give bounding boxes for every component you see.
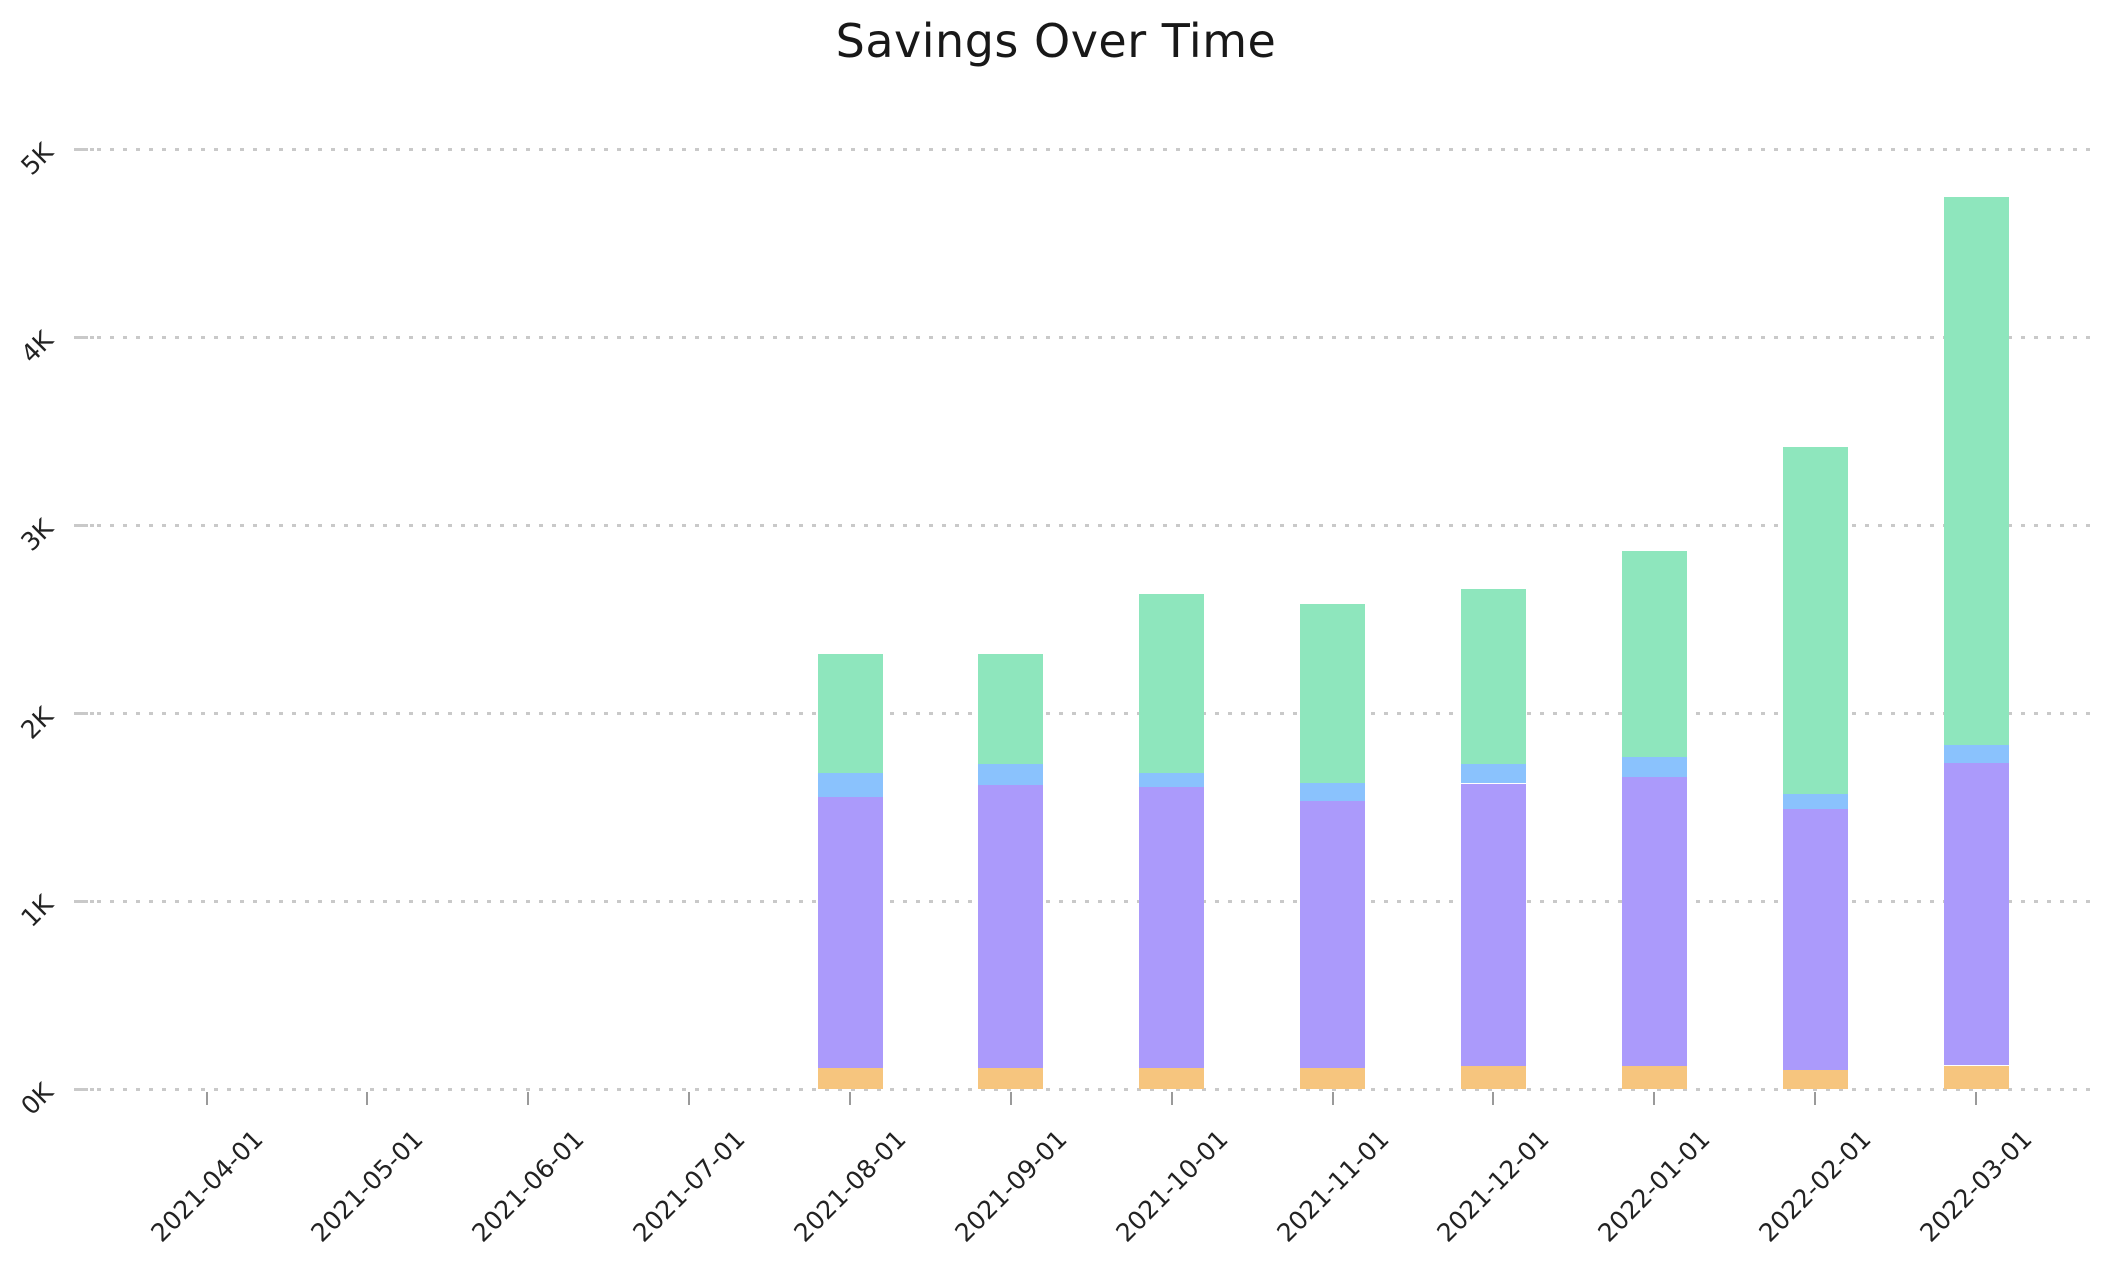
- x-tick-2022-02-01: [1814, 1092, 1817, 1105]
- x-tick-2021-12-01: [1492, 1092, 1495, 1105]
- x-tick-2021-08-01: [849, 1092, 852, 1105]
- x-tick-label: 2021-09-01: [949, 1124, 1073, 1248]
- bar-segment-blue-2022-02-01[interactable]: [1782, 793, 1848, 809]
- x-tick-2021-07-01: [688, 1092, 691, 1105]
- bar-segment-blue-2021-11-01[interactable]: [1300, 782, 1366, 802]
- bar-segment-purple-2021-11-01[interactable]: [1300, 801, 1366, 1069]
- x-tick-2021-06-01: [527, 1092, 530, 1105]
- x-tick-label: 2021-11-01: [1270, 1124, 1395, 1248]
- bar-segment-blue-2021-12-01[interactable]: [1460, 763, 1526, 784]
- bar-segment-green-2021-12-01[interactable]: [1460, 588, 1526, 764]
- bar-segment-green-2021-09-01[interactable]: [978, 653, 1044, 764]
- x-tick-2022-03-01: [1975, 1092, 1978, 1105]
- bar-segment-purple-2021-10-01[interactable]: [1139, 787, 1205, 1069]
- gridline-0K: [74, 1087, 2096, 1091]
- bar-segment-purple-2021-08-01[interactable]: [817, 796, 883, 1069]
- bar-segment-orange-2022-02-01[interactable]: [1782, 1070, 1848, 1089]
- x-tick-label: 2022-03-01: [1914, 1124, 2038, 1248]
- x-tick-2021-11-01: [1331, 1092, 1334, 1105]
- gridline-5K: [74, 147, 2096, 151]
- chart-title: Savings Over Time: [835, 14, 1277, 68]
- y-tick-label: 3K: [15, 513, 59, 557]
- bar-segment-green-2022-03-01[interactable]: [1943, 196, 2009, 745]
- x-tick-label: 2021-08-01: [788, 1124, 912, 1248]
- bar-segment-purple-2022-02-01[interactable]: [1782, 808, 1848, 1071]
- gridline-1K: [74, 899, 2096, 903]
- x-tick-label: 2021-06-01: [466, 1124, 590, 1248]
- bar-segment-purple-2022-01-01[interactable]: [1621, 776, 1687, 1067]
- bar-segment-orange-2022-03-01[interactable]: [1943, 1065, 2009, 1089]
- x-tick-2021-05-01: [366, 1092, 369, 1105]
- x-tick-label: 2021-04-01: [144, 1124, 269, 1248]
- x-tick-label: 2022-01-01: [1592, 1124, 1716, 1248]
- x-tick-2021-10-01: [1170, 1092, 1173, 1105]
- gridline-4K: [74, 335, 2096, 339]
- gridline-2K: [74, 711, 2096, 715]
- y-tick-label: 4K: [15, 325, 59, 369]
- bar-segment-orange-2022-01-01[interactable]: [1621, 1066, 1687, 1089]
- bar-segment-purple-2022-03-01[interactable]: [1943, 762, 2009, 1066]
- gridline-3K: [74, 523, 2096, 527]
- x-tick-label: 2021-07-01: [627, 1124, 751, 1248]
- bar-segment-orange-2021-11-01[interactable]: [1300, 1068, 1366, 1089]
- bar-segment-blue-2022-03-01[interactable]: [1943, 744, 2009, 763]
- x-tick-label: 2021-10-01: [1110, 1124, 1234, 1248]
- y-tick-label: 5K: [15, 137, 59, 181]
- x-tick-label: 2021-12-01: [1431, 1124, 1556, 1248]
- bar-segment-blue-2022-01-01[interactable]: [1621, 757, 1687, 777]
- bar-segment-green-2022-02-01[interactable]: [1782, 446, 1848, 794]
- bar-segment-blue-2021-09-01[interactable]: [978, 763, 1044, 786]
- bar-segment-orange-2021-12-01[interactable]: [1460, 1066, 1526, 1089]
- bar-segment-orange-2021-08-01[interactable]: [817, 1068, 883, 1089]
- x-tick-2021-04-01: [205, 1092, 208, 1105]
- bar-segment-purple-2021-12-01[interactable]: [1460, 783, 1526, 1067]
- bar-segment-green-2021-08-01[interactable]: [817, 653, 883, 774]
- x-tick-2022-01-01: [1653, 1092, 1656, 1105]
- bar-segment-blue-2021-08-01[interactable]: [817, 773, 883, 797]
- y-tick-label: 0K: [15, 1077, 59, 1121]
- bar-segment-green-2022-01-01[interactable]: [1621, 551, 1687, 758]
- x-tick-2021-09-01: [1009, 1092, 1012, 1105]
- bar-segment-green-2021-11-01[interactable]: [1300, 603, 1366, 783]
- bar-segment-orange-2021-09-01[interactable]: [978, 1068, 1044, 1089]
- bar-segment-green-2021-10-01[interactable]: [1139, 593, 1205, 774]
- y-tick-label: 1K: [15, 889, 59, 933]
- bar-segment-blue-2021-10-01[interactable]: [1139, 773, 1205, 788]
- y-tick-label: 2K: [15, 701, 59, 745]
- x-tick-label: 2021-05-01: [305, 1124, 430, 1248]
- bar-segment-orange-2021-10-01[interactable]: [1139, 1068, 1205, 1089]
- bar-segment-purple-2021-09-01[interactable]: [978, 785, 1044, 1069]
- x-tick-label: 2022-02-01: [1753, 1124, 1877, 1248]
